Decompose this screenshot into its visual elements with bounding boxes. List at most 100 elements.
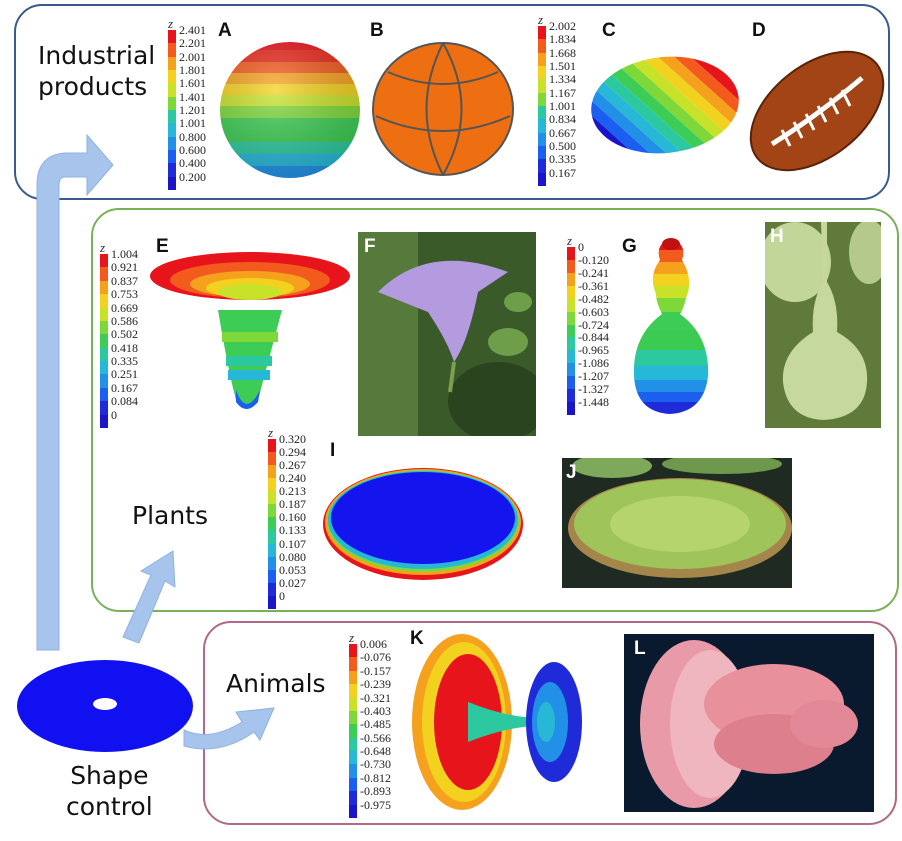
colorbar-swatch xyxy=(567,389,575,403)
plants-label: Plants xyxy=(132,501,209,530)
colorbar-swatch xyxy=(538,172,546,186)
jellyfish-contour-plot xyxy=(412,634,582,810)
colorbar-swatch xyxy=(567,272,575,286)
colorbar-tick-label: 0.320 xyxy=(279,432,306,446)
colorbar-swatch xyxy=(100,374,108,388)
colorbar-swatch xyxy=(567,298,575,312)
panel-letter-c: C xyxy=(602,20,616,41)
colorbar-tick-label: -0.157 xyxy=(360,663,391,678)
colorbar-swatch xyxy=(168,69,176,84)
shape-control-line1: Shape xyxy=(70,761,149,790)
panel-letter-f: F xyxy=(364,236,376,257)
colorbar-swatch xyxy=(168,163,176,177)
colorbar-swatch xyxy=(168,56,176,70)
colorbar-swatch xyxy=(268,543,276,557)
colorbar-swatch xyxy=(538,145,546,160)
colorbar-tick-label: -0.566 xyxy=(360,730,391,745)
colorbar-tick-label: 0.335 xyxy=(549,152,576,167)
colorbar-swatches xyxy=(538,26,546,186)
colorbar-tick-label: 0.240 xyxy=(279,471,306,486)
colorbar-tick-label: -0.965 xyxy=(578,343,609,358)
colorbar-tick-label: 0.167 xyxy=(111,380,138,395)
colorbar-swatch xyxy=(567,247,575,260)
industrial-label-line2: products xyxy=(38,72,148,102)
colorbar-tick-label: 0.800 xyxy=(179,129,206,144)
basketball-image xyxy=(372,42,514,176)
colorbar-swatch xyxy=(538,132,546,146)
colorbar-tick-label: 0.669 xyxy=(111,300,138,315)
colorbar-swatch xyxy=(538,65,546,80)
animals-group xyxy=(203,621,897,825)
plants-group xyxy=(91,208,899,612)
colorbar-tick-label: 0.006 xyxy=(360,637,387,651)
colorbar-tick-label: -0.361 xyxy=(578,278,609,293)
colorbar-tick-label: 0.107 xyxy=(279,536,306,551)
colorbar-tick-label: -0.120 xyxy=(578,252,609,267)
colorbar-tick-label: 0.753 xyxy=(111,287,138,302)
panel-letter-e: E xyxy=(156,236,169,257)
colorbar-tick-label: 2.201 xyxy=(179,36,206,51)
colorbar-tick-label: -0.482 xyxy=(578,291,609,306)
panel-letter-j: J xyxy=(566,462,577,483)
panel-letter-g: G xyxy=(622,236,637,257)
colorbar-tick-label: 0.837 xyxy=(111,273,138,288)
colorbar-swatches xyxy=(567,247,575,415)
colorbar-tick-label: -0.076 xyxy=(360,650,391,665)
colorbar-axis-label: z xyxy=(349,630,355,645)
colorbar-swatch xyxy=(268,478,276,492)
colorbar-swatch xyxy=(349,684,357,698)
colorbar-swatch xyxy=(538,92,546,106)
industrial-products-group xyxy=(14,4,890,200)
colorbar-tick-label: -0.403 xyxy=(360,703,391,718)
colorbar-swatch xyxy=(268,530,276,544)
colorbar-tick-label: 1.801 xyxy=(179,62,206,77)
colorbar-swatch xyxy=(538,119,546,133)
colorbar-tick-label: -0.893 xyxy=(360,784,391,799)
bottle-gourd-photo xyxy=(765,222,881,428)
american-football-image xyxy=(749,50,885,172)
colorbar-swatch xyxy=(268,439,276,453)
colorbar-tick-label: -0.844 xyxy=(578,330,609,345)
colorbar-tick-label: -0.812 xyxy=(360,770,391,785)
colorbar-tick-label: 1.334 xyxy=(549,72,576,87)
colorbar-tick-label: 1.004 xyxy=(111,247,138,261)
colorbar-tick-label: 0.213 xyxy=(279,484,306,499)
shape-control-line2: control xyxy=(66,792,153,822)
colorbar-tick-label: 1.001 xyxy=(179,116,206,131)
colorbar-swatches xyxy=(349,644,357,818)
colorbar-tick-label: 0.167 xyxy=(549,165,576,180)
colorbar-swatch xyxy=(268,504,276,518)
shape-control-label: Shape control xyxy=(66,760,153,823)
colorbar-axis-label: z xyxy=(168,16,174,31)
colorbar-swatch xyxy=(567,376,575,390)
colorbar-swatch xyxy=(349,710,357,725)
colorbar-swatches xyxy=(168,30,176,190)
colorbar-tick-label: 1.501 xyxy=(549,58,576,73)
colorbar-swatch xyxy=(168,96,176,110)
colorbar-swatch xyxy=(538,39,546,53)
colorbar-axis-label: z xyxy=(268,425,274,440)
arrow-to-plants xyxy=(122,550,176,644)
panel-letter-i: I xyxy=(330,440,336,461)
colorbar-swatch xyxy=(538,26,546,40)
colorbar-swatch xyxy=(567,285,575,299)
colorbar-swatch xyxy=(538,105,546,120)
colorbar-swatch xyxy=(268,517,276,531)
colorbar-tick-label: -0.975 xyxy=(360,797,391,812)
colorbar-tick-label: 2.002 xyxy=(549,19,576,33)
colorbar-swatches xyxy=(268,439,276,609)
industrial-products-label: Industrial products xyxy=(38,40,155,103)
colorbar-tick-label: -0.603 xyxy=(578,304,609,319)
water-lily-photo xyxy=(562,458,792,588)
panel-letter-k: K xyxy=(410,628,424,649)
colorbar-tick-label: 0 xyxy=(578,240,584,254)
colorbar-tick-label: 0.586 xyxy=(111,313,138,328)
ellipsoid-contour-plot xyxy=(590,49,740,161)
colorbar-swatches xyxy=(100,254,108,428)
colorbar-tick-label: 1.834 xyxy=(549,32,576,47)
colorbar-swatch xyxy=(349,777,357,792)
colorbar-swatch xyxy=(567,311,575,325)
arrow-to-industrial xyxy=(36,133,114,651)
colorbar-swatch xyxy=(100,414,108,428)
colorbar-swatch xyxy=(349,751,357,765)
